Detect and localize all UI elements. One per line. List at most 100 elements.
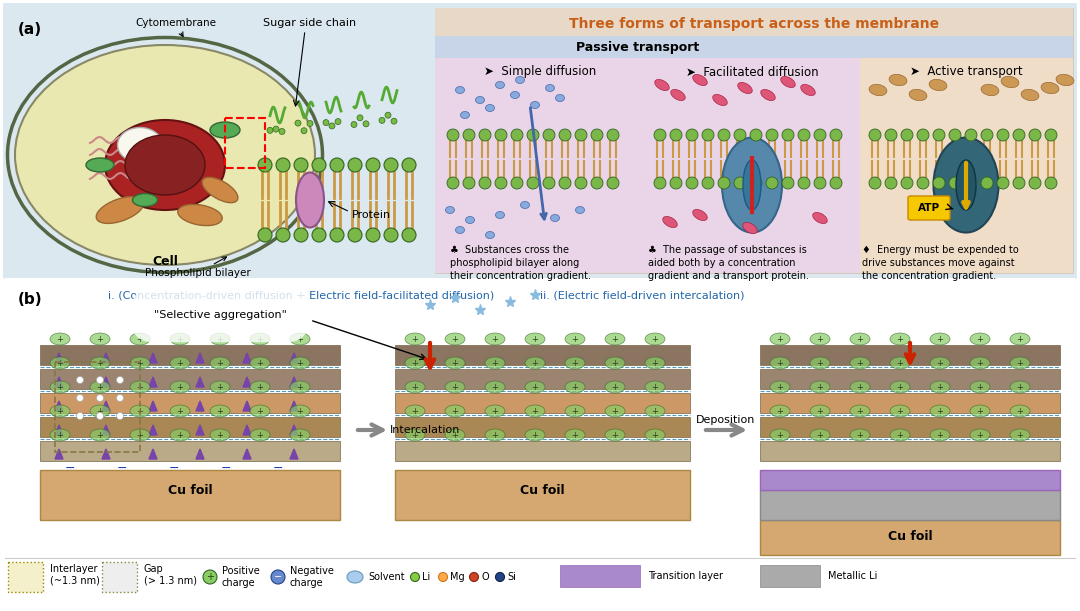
Ellipse shape <box>475 97 485 103</box>
Ellipse shape <box>463 177 475 189</box>
Text: (b): (b) <box>18 292 42 307</box>
Ellipse shape <box>50 405 70 417</box>
Ellipse shape <box>1013 177 1025 189</box>
Ellipse shape <box>810 357 831 369</box>
Ellipse shape <box>210 429 230 441</box>
Text: +: + <box>611 359 619 367</box>
Ellipse shape <box>575 129 588 141</box>
Text: Li: Li <box>422 572 430 582</box>
Ellipse shape <box>330 158 345 172</box>
Ellipse shape <box>402 228 416 242</box>
Ellipse shape <box>485 357 505 369</box>
Ellipse shape <box>527 177 539 189</box>
Ellipse shape <box>702 177 714 189</box>
Text: +: + <box>816 382 823 392</box>
Ellipse shape <box>930 357 950 369</box>
Text: +: + <box>206 572 214 582</box>
Text: +: + <box>1016 334 1024 343</box>
Ellipse shape <box>545 84 554 92</box>
Ellipse shape <box>1010 357 1030 369</box>
Ellipse shape <box>15 45 315 265</box>
Ellipse shape <box>670 129 681 141</box>
Ellipse shape <box>917 177 929 189</box>
Ellipse shape <box>210 122 240 138</box>
Text: +: + <box>176 431 184 439</box>
Ellipse shape <box>831 129 842 141</box>
Text: +: + <box>651 382 659 392</box>
Text: +: + <box>976 382 984 392</box>
Ellipse shape <box>525 357 545 369</box>
Bar <box>40 441 340 461</box>
Ellipse shape <box>890 381 910 393</box>
Ellipse shape <box>559 129 571 141</box>
Polygon shape <box>102 425 110 435</box>
Polygon shape <box>291 425 298 435</box>
Ellipse shape <box>267 127 273 133</box>
Ellipse shape <box>294 228 308 242</box>
Text: ➤  Simple diffusion: ➤ Simple diffusion <box>484 65 596 78</box>
Polygon shape <box>195 353 204 363</box>
Ellipse shape <box>276 158 291 172</box>
Ellipse shape <box>750 177 762 189</box>
Ellipse shape <box>591 129 603 141</box>
Ellipse shape <box>170 429 190 441</box>
Ellipse shape <box>1013 129 1025 141</box>
Ellipse shape <box>50 333 70 345</box>
Polygon shape <box>102 353 110 363</box>
Text: Intercalation: Intercalation <box>390 425 460 435</box>
Text: Cu foil: Cu foil <box>519 483 565 497</box>
Ellipse shape <box>1029 129 1041 141</box>
Bar <box>435 8 1074 273</box>
Bar <box>435 58 645 273</box>
Text: +: + <box>651 431 659 439</box>
Ellipse shape <box>117 376 123 384</box>
Text: +: + <box>856 406 863 415</box>
Text: Protein: Protein <box>352 210 391 220</box>
Text: Mg: Mg <box>450 572 464 582</box>
Text: +: + <box>491 334 499 343</box>
Ellipse shape <box>889 75 907 86</box>
Ellipse shape <box>576 207 584 213</box>
Text: +: + <box>257 334 264 343</box>
Text: +: + <box>936 406 944 415</box>
Text: +: + <box>451 431 458 439</box>
Ellipse shape <box>956 160 976 210</box>
Ellipse shape <box>296 172 324 227</box>
Text: +: + <box>856 431 863 439</box>
Ellipse shape <box>525 405 545 417</box>
Ellipse shape <box>391 118 397 124</box>
Ellipse shape <box>1029 177 1041 189</box>
Ellipse shape <box>810 381 831 393</box>
Ellipse shape <box>885 129 897 141</box>
Text: +: + <box>96 431 104 439</box>
Ellipse shape <box>445 333 465 345</box>
Ellipse shape <box>565 429 585 441</box>
Text: ➤  Active transport: ➤ Active transport <box>909 65 1023 78</box>
Ellipse shape <box>438 573 447 582</box>
Ellipse shape <box>405 381 426 393</box>
Ellipse shape <box>738 82 753 93</box>
Ellipse shape <box>743 160 761 210</box>
Text: +: + <box>531 431 539 439</box>
Ellipse shape <box>591 177 603 189</box>
Text: +: + <box>136 359 144 367</box>
Ellipse shape <box>1010 405 1030 417</box>
Text: +: + <box>136 431 144 439</box>
Ellipse shape <box>885 177 897 189</box>
Ellipse shape <box>565 405 585 417</box>
Ellipse shape <box>511 129 523 141</box>
Text: "Selective aggregation": "Selective aggregation" <box>153 310 286 320</box>
Ellipse shape <box>605 333 625 345</box>
Text: −: − <box>117 461 127 475</box>
Bar <box>395 345 690 365</box>
Text: +: + <box>571 334 579 343</box>
Polygon shape <box>149 353 157 363</box>
Text: +: + <box>217 334 224 343</box>
Ellipse shape <box>814 129 826 141</box>
Ellipse shape <box>723 137 782 233</box>
Ellipse shape <box>575 177 588 189</box>
Text: +: + <box>856 359 863 367</box>
Text: Deposition: Deposition <box>697 415 756 425</box>
Text: Phospholipid bilayer: Phospholipid bilayer <box>145 257 251 278</box>
Text: +: + <box>651 334 659 343</box>
